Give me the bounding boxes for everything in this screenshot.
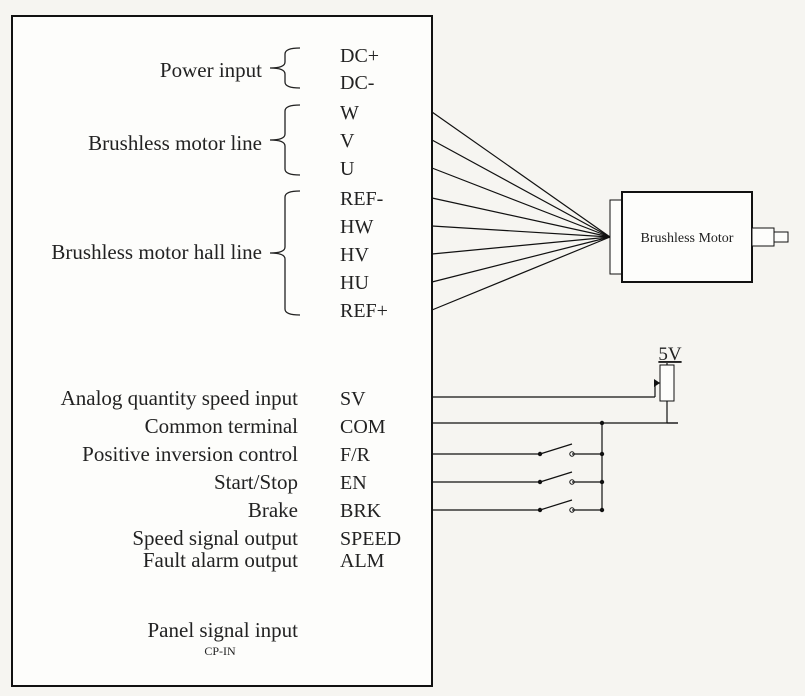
group-desc: Common terminal xyxy=(145,414,299,438)
pin-label: HU xyxy=(340,272,369,294)
group-desc: Speed signal output xyxy=(132,526,298,550)
pin-label: F/R xyxy=(340,444,371,466)
pin-label: REF- xyxy=(340,188,383,210)
pin-label: U xyxy=(340,158,355,180)
pot-5v-label: 5V xyxy=(658,344,682,365)
group-desc: Panel signal input xyxy=(148,618,299,642)
pin-label: SV xyxy=(340,388,366,410)
pin-label: HV xyxy=(340,244,369,266)
bus-node xyxy=(600,480,604,484)
motor-shaft xyxy=(752,228,774,246)
group-desc: Brake xyxy=(248,498,298,522)
pot-body xyxy=(660,365,674,401)
group-desc: Fault alarm output xyxy=(143,548,298,572)
pin-label: ALM xyxy=(340,550,385,572)
motor-endcap xyxy=(610,200,622,274)
pin-label: REF+ xyxy=(340,300,388,322)
pin-label: DC+ xyxy=(340,45,379,67)
group-desc: Analog quantity speed input xyxy=(61,386,299,410)
motor-shaft-tip xyxy=(774,232,788,242)
pin-label: DC- xyxy=(340,72,374,94)
group-desc: Brushless motor hall line xyxy=(51,240,262,264)
pin-label: SPEED xyxy=(340,528,401,550)
pin-label: EN xyxy=(340,472,367,494)
switch-node-left xyxy=(538,480,542,484)
motor-label: Brushless Motor xyxy=(641,231,734,246)
switch-node-left xyxy=(538,452,542,456)
bus-com-node xyxy=(600,421,604,425)
pin-label: COM xyxy=(340,416,386,438)
controller-box xyxy=(12,16,432,686)
cp-in-label: CP-IN xyxy=(204,644,236,658)
pin-label: W xyxy=(340,102,359,124)
bus-node xyxy=(600,508,604,512)
group-desc: Start/Stop xyxy=(214,470,298,494)
group-desc: Brushless motor line xyxy=(88,131,262,155)
group-desc: Positive inversion control xyxy=(82,442,298,466)
pin-label: BRK xyxy=(340,500,382,522)
pin-label: HW xyxy=(340,216,373,238)
bus-node xyxy=(600,452,604,456)
pin-label: V xyxy=(340,130,355,152)
switch-node-left xyxy=(538,508,542,512)
group-desc: Power input xyxy=(160,58,262,82)
